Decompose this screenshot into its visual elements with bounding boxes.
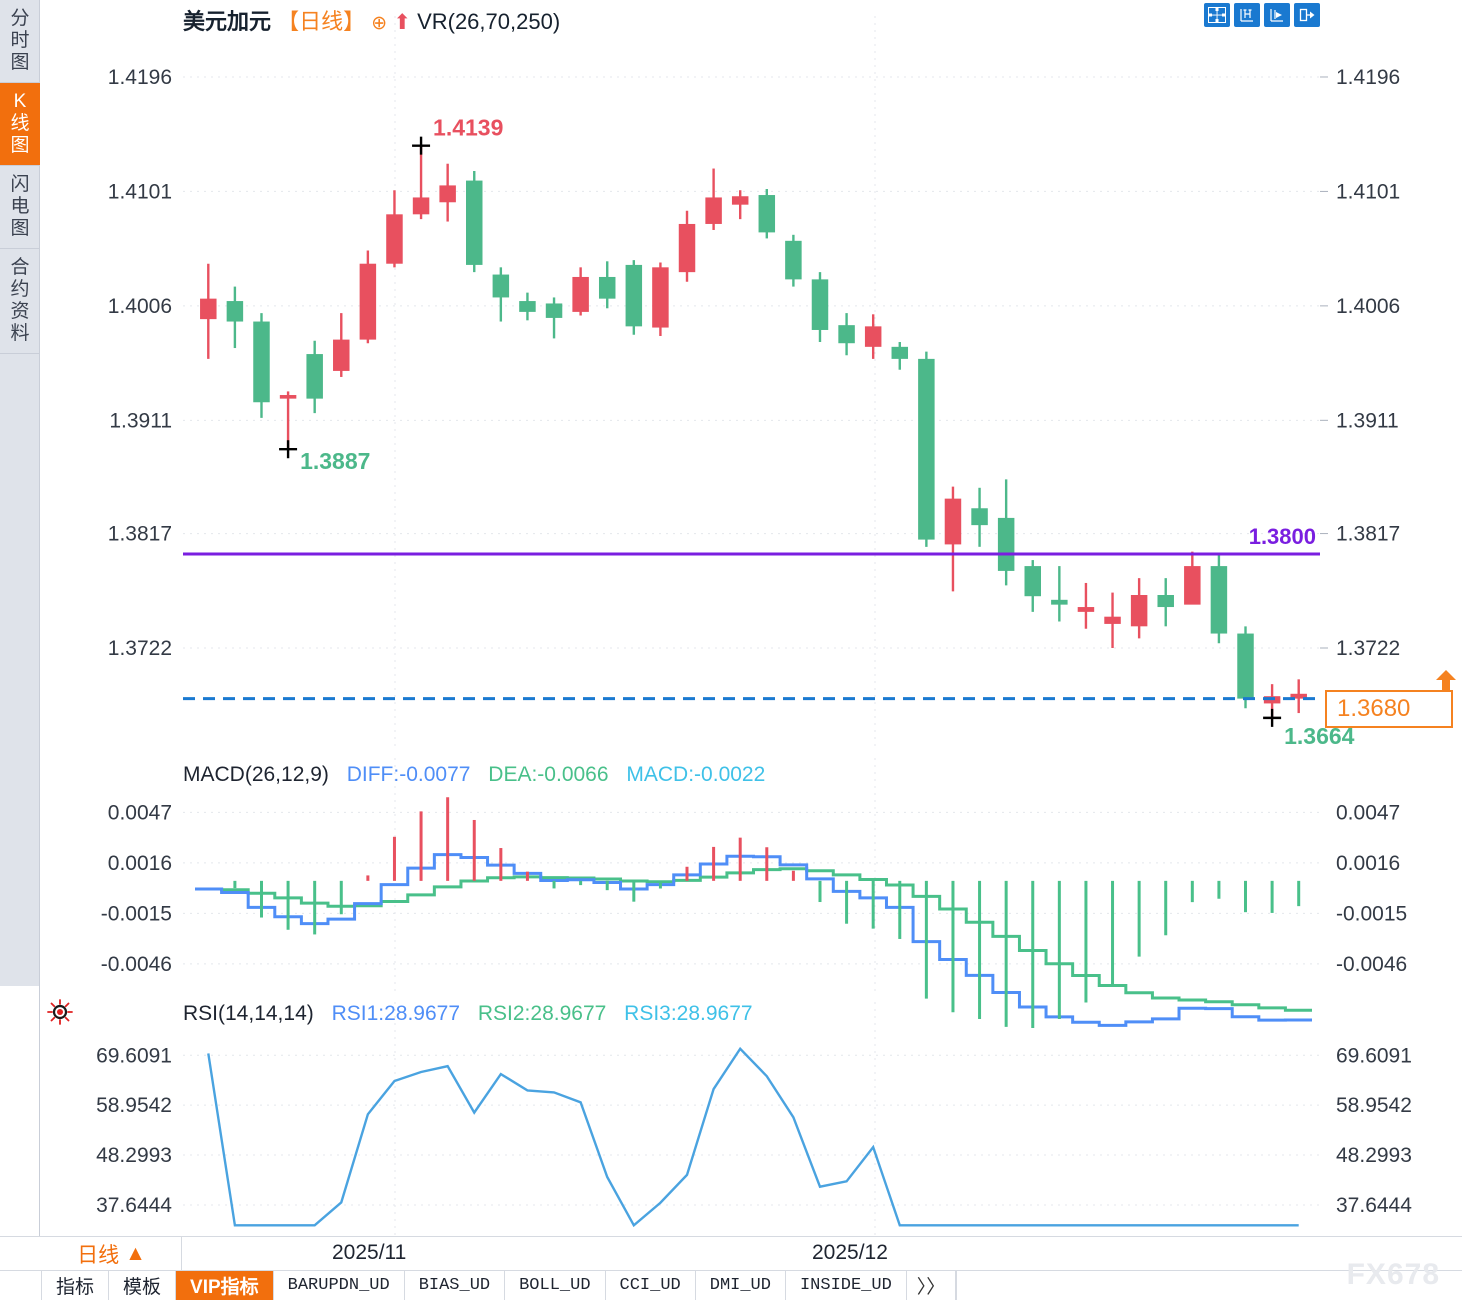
tab-item-9[interactable]: 〉〉 (907, 1271, 957, 1300)
svg-text:1.4101: 1.4101 (1336, 180, 1400, 203)
svg-text:0.0016: 0.0016 (108, 852, 172, 875)
svg-text:1.3722: 1.3722 (108, 637, 172, 660)
crosshair-icon[interactable]: ⊕ (371, 13, 388, 34)
svg-text:37.6444: 37.6444 (1336, 1194, 1412, 1217)
svg-text:1.4101: 1.4101 (108, 180, 172, 203)
sidebar-item-contract-info[interactable]: 合约资料 (0, 249, 40, 354)
svg-text:58.9542: 58.9542 (96, 1094, 172, 1117)
sidebar-blank (0, 986, 40, 1236)
tab-spacer (0, 1271, 42, 1300)
svg-text:1.3722: 1.3722 (1336, 637, 1400, 660)
svg-text:48.2993: 48.2993 (1336, 1144, 1412, 1167)
period-button-label: 日线 (77, 1243, 120, 1267)
date-label-2: 2025/12 (812, 1241, 888, 1264)
date-label-1: 2025/11 (332, 1241, 407, 1264)
svg-text:1.3887: 1.3887 (300, 448, 370, 474)
tab-bias_ud[interactable]: BIAS_UD (405, 1271, 506, 1300)
tab-cci_ud[interactable]: CCI_UD (606, 1271, 696, 1300)
tab-tail (956, 1271, 1462, 1300)
tab-inside_ud[interactable]: INSIDE_UD (786, 1271, 907, 1300)
svg-text:1.4006: 1.4006 (108, 295, 172, 318)
svg-text:0.0047: 0.0047 (108, 801, 172, 824)
svg-text:1.3911: 1.3911 (1336, 409, 1399, 432)
symbol-name: 美元加元 (183, 9, 272, 34)
sun-settings-icon[interactable] (42, 995, 78, 1029)
svg-text:-0.0015: -0.0015 (101, 902, 172, 925)
svg-text:0.0016: 0.0016 (1336, 852, 1400, 875)
svg-text:1.4196: 1.4196 (108, 66, 172, 89)
price-arrow-icon (1434, 668, 1458, 699)
draw-icon[interactable] (1264, 3, 1290, 27)
rsi-title: RSI(14,14,14) (183, 1002, 314, 1025)
bottom-tab-bar: 指标 模板 VIP指标 BARUPDN_UD BIAS_UD BOLL_UD CCI_UD D… (0, 1270, 1462, 1300)
current-price-tag: 1.3680 (1325, 690, 1453, 728)
period-button[interactable]: 日线 ▲ (42, 1237, 182, 1270)
time-axis-row: 日线 ▲ 2025/11 2025/12 (0, 1236, 1462, 1270)
svg-text:1.4006: 1.4006 (1336, 295, 1400, 318)
sidebar-item-timeshare-chart[interactable]: 分时图 (0, 0, 40, 83)
svg-text:58.9542: 58.9542 (1336, 1094, 1412, 1117)
svg-text:37.6444: 37.6444 (96, 1194, 172, 1217)
watermark: FX678 (1346, 1258, 1440, 1291)
macd-dea: DEA:-0.0066 (488, 763, 609, 786)
vr-indicator-label[interactable]: VR(26,70,250) (417, 9, 561, 34)
svg-text:69.6091: 69.6091 (1336, 1044, 1412, 1067)
chart-header: 美元加元 【日线】 ⊕ ⬆ VR(26,70,250) (183, 4, 560, 36)
sidebar-item-lightning-chart[interactable]: 闪电图 (0, 166, 40, 249)
rsi1-value: RSI1:28.9677 (331, 1002, 461, 1025)
tab-barupdn_ud[interactable]: BARUPDN_UD (274, 1271, 405, 1300)
svg-text:48.2993: 48.2993 (96, 1144, 172, 1167)
rsi3-value: RSI3:28.9677 (624, 1002, 753, 1025)
tab-boll_ud[interactable]: BOLL_UD (505, 1271, 606, 1300)
tab-vip[interactable]: VIP指标 (176, 1271, 274, 1300)
svg-text:-0.0046: -0.0046 (101, 953, 172, 976)
svg-text:1.3817: 1.3817 (1336, 523, 1400, 546)
svg-text:-0.0015: -0.0015 (1336, 902, 1407, 925)
rsi2-value: RSI2:28.9677 (477, 1002, 607, 1025)
measure-icon[interactable] (1234, 3, 1260, 27)
chart-tool-icons (1204, 3, 1320, 27)
svg-text:1.3817: 1.3817 (108, 523, 172, 546)
macd-title: MACD(26,12,9) (183, 763, 329, 786)
tab-dmi_ud[interactable]: DMI_UD (696, 1271, 786, 1300)
period-label: 【日线】 (277, 9, 366, 34)
exit-icon[interactable] (1294, 3, 1320, 27)
period-up-arrow-icon: ▲ (125, 1241, 146, 1265)
svg-text:1.4196: 1.4196 (1336, 66, 1400, 89)
svg-text:1.3800: 1.3800 (1249, 524, 1316, 549)
current-price-value: 1.3680 (1337, 695, 1411, 722)
svg-text:1.3911: 1.3911 (109, 409, 172, 432)
svg-text:69.6091: 69.6091 (96, 1044, 172, 1067)
svg-text:-0.0046: -0.0046 (1336, 953, 1407, 976)
macd-diff: DIFF:-0.0077 (346, 763, 471, 786)
svg-text:1.4139: 1.4139 (433, 115, 503, 141)
macd-header: MACD(26,12,9) DIFF:-0.0077 DEA:-0.0066 M… (183, 763, 765, 787)
fit-icon[interactable] (1204, 3, 1230, 27)
up-arrow-icon: ⬆ (393, 11, 411, 34)
svg-text:0.0047: 0.0047 (1336, 801, 1400, 824)
tab-item-0[interactable]: 指标 (42, 1271, 110, 1300)
tab-item-1[interactable]: 模板 (109, 1271, 177, 1300)
macd-value: MACD:-0.0022 (626, 763, 766, 786)
rsi-header: RSI(14,14,14) RSI1:28.9677 RSI2:28.9677 … (183, 1002, 753, 1026)
